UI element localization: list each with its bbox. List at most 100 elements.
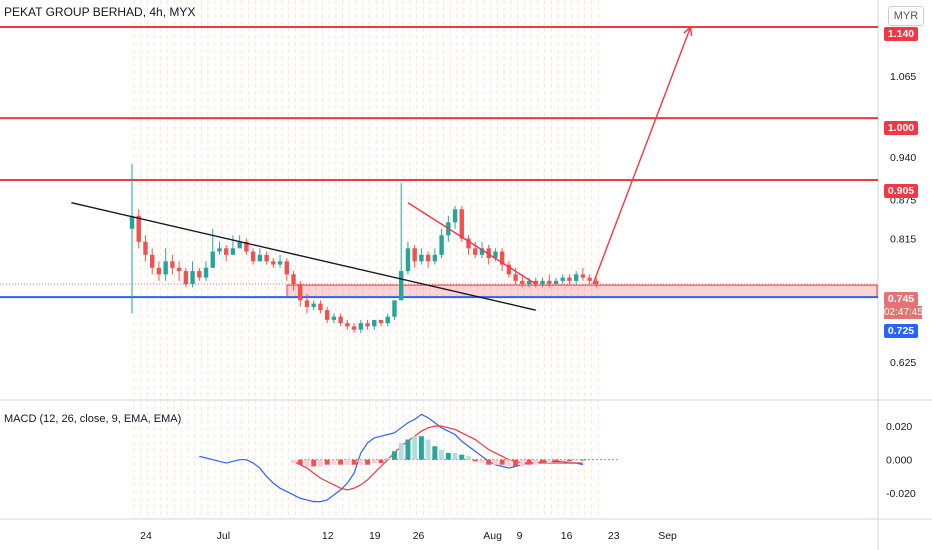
candle-body (203, 267, 209, 278)
candle-body (271, 261, 276, 265)
candle-body (250, 251, 256, 262)
histogram-bar (378, 459, 384, 464)
candle-body (587, 277, 592, 281)
candle-body (324, 310, 330, 320)
histogram-bar (492, 459, 498, 465)
candle-body (176, 267, 182, 272)
candle-body (298, 284, 303, 301)
candle-body (425, 254, 431, 262)
candle-body (432, 254, 438, 262)
macd-line-macd (199, 413, 584, 503)
candle-body (224, 248, 229, 255)
candle-body (372, 319, 377, 327)
candle-body (506, 264, 512, 275)
candle-body (392, 300, 397, 317)
candle-body (149, 254, 155, 268)
x-tick-label: 19 (369, 530, 381, 542)
candles (129, 163, 599, 333)
candle-body (452, 209, 458, 223)
candle-body (547, 280, 552, 285)
histogram-bar (405, 439, 411, 460)
macd-tick-label: -0.020 (886, 488, 916, 500)
histogram-bar (513, 459, 519, 467)
candle-body (217, 248, 222, 252)
candle-body (318, 303, 323, 311)
histogram-bar (398, 442, 404, 460)
histogram-bar (519, 459, 525, 467)
candle-body (419, 254, 424, 262)
candle-body (479, 248, 485, 255)
candle-body (526, 280, 532, 285)
candle-body (466, 238, 471, 249)
histogram-bar (432, 446, 438, 460)
candle-body (237, 241, 242, 249)
candle-body (493, 251, 498, 259)
histogram-bar (533, 459, 539, 465)
histogram-bar (338, 459, 344, 465)
candle-body (143, 241, 148, 255)
y-tick-label: 0.940 (890, 152, 916, 164)
candle-body (338, 316, 343, 324)
candle-body (573, 274, 579, 281)
histogram-bar (291, 459, 297, 464)
candle-body (473, 248, 478, 255)
candle-body (594, 280, 599, 285)
candle-body (580, 274, 586, 278)
histogram-bar (439, 449, 445, 460)
x-tick-label: 12 (322, 530, 334, 542)
histogram-bar (365, 459, 371, 465)
histogram-bar (553, 459, 559, 462)
candle-body (405, 248, 411, 272)
histogram-bar (472, 459, 478, 462)
chart-title: PEKAT GROUP BERHAD, 4h, MYX (4, 5, 196, 19)
candle-body (304, 300, 310, 307)
histogram-bar (358, 459, 364, 465)
candle-body (197, 271, 202, 278)
macd-histogram (291, 436, 586, 467)
histogram-bar (297, 459, 303, 465)
macd-legend: MACD (12, 26, close, 9, EMA, EMA) (4, 413, 182, 425)
histogram-bar (506, 459, 512, 467)
price-label-0905: 0.905 (884, 184, 918, 198)
price-label-0725: 0.725 (884, 324, 918, 338)
x-tick-label: 23 (608, 530, 620, 542)
candle-body (412, 248, 417, 262)
bar-countdown: 02:47:45 (884, 306, 923, 319)
currency-button[interactable]: MYR (888, 6, 924, 26)
candle-body (210, 251, 215, 268)
histogram-bar (499, 459, 505, 465)
histogram-bar (486, 459, 492, 465)
candle-body (499, 251, 505, 265)
candle-body (365, 323, 370, 327)
histogram-bar (351, 459, 357, 465)
candle-body (345, 323, 350, 327)
histogram-bar (526, 459, 532, 465)
candle-body (439, 235, 444, 255)
candle-body (358, 323, 364, 330)
histogram-bar (452, 452, 458, 460)
histogram-bar (459, 454, 465, 460)
candle-body (513, 274, 518, 281)
last-price-label: 0.745 (884, 292, 918, 306)
histogram-bar (445, 452, 451, 460)
candle-body (459, 209, 464, 239)
x-tick-label: 24 (140, 530, 152, 542)
trendline (592, 26, 692, 285)
candle-body (190, 271, 195, 285)
trendline (71, 202, 536, 311)
histogram-bar (311, 459, 317, 467)
macd-tick-label: 0.000 (886, 455, 912, 467)
candle-body (311, 303, 316, 307)
candle-body (567, 277, 572, 281)
candle-body (331, 316, 337, 320)
candle-body (560, 277, 565, 281)
candle-body (136, 215, 141, 242)
histogram-bar (566, 459, 572, 462)
candle-body (540, 280, 545, 285)
candle-body (163, 261, 168, 275)
macd-tick-label: 0.020 (886, 421, 912, 433)
histogram-bar (391, 451, 397, 460)
x-tick-label: 26 (413, 530, 425, 542)
candle-body (244, 241, 249, 252)
